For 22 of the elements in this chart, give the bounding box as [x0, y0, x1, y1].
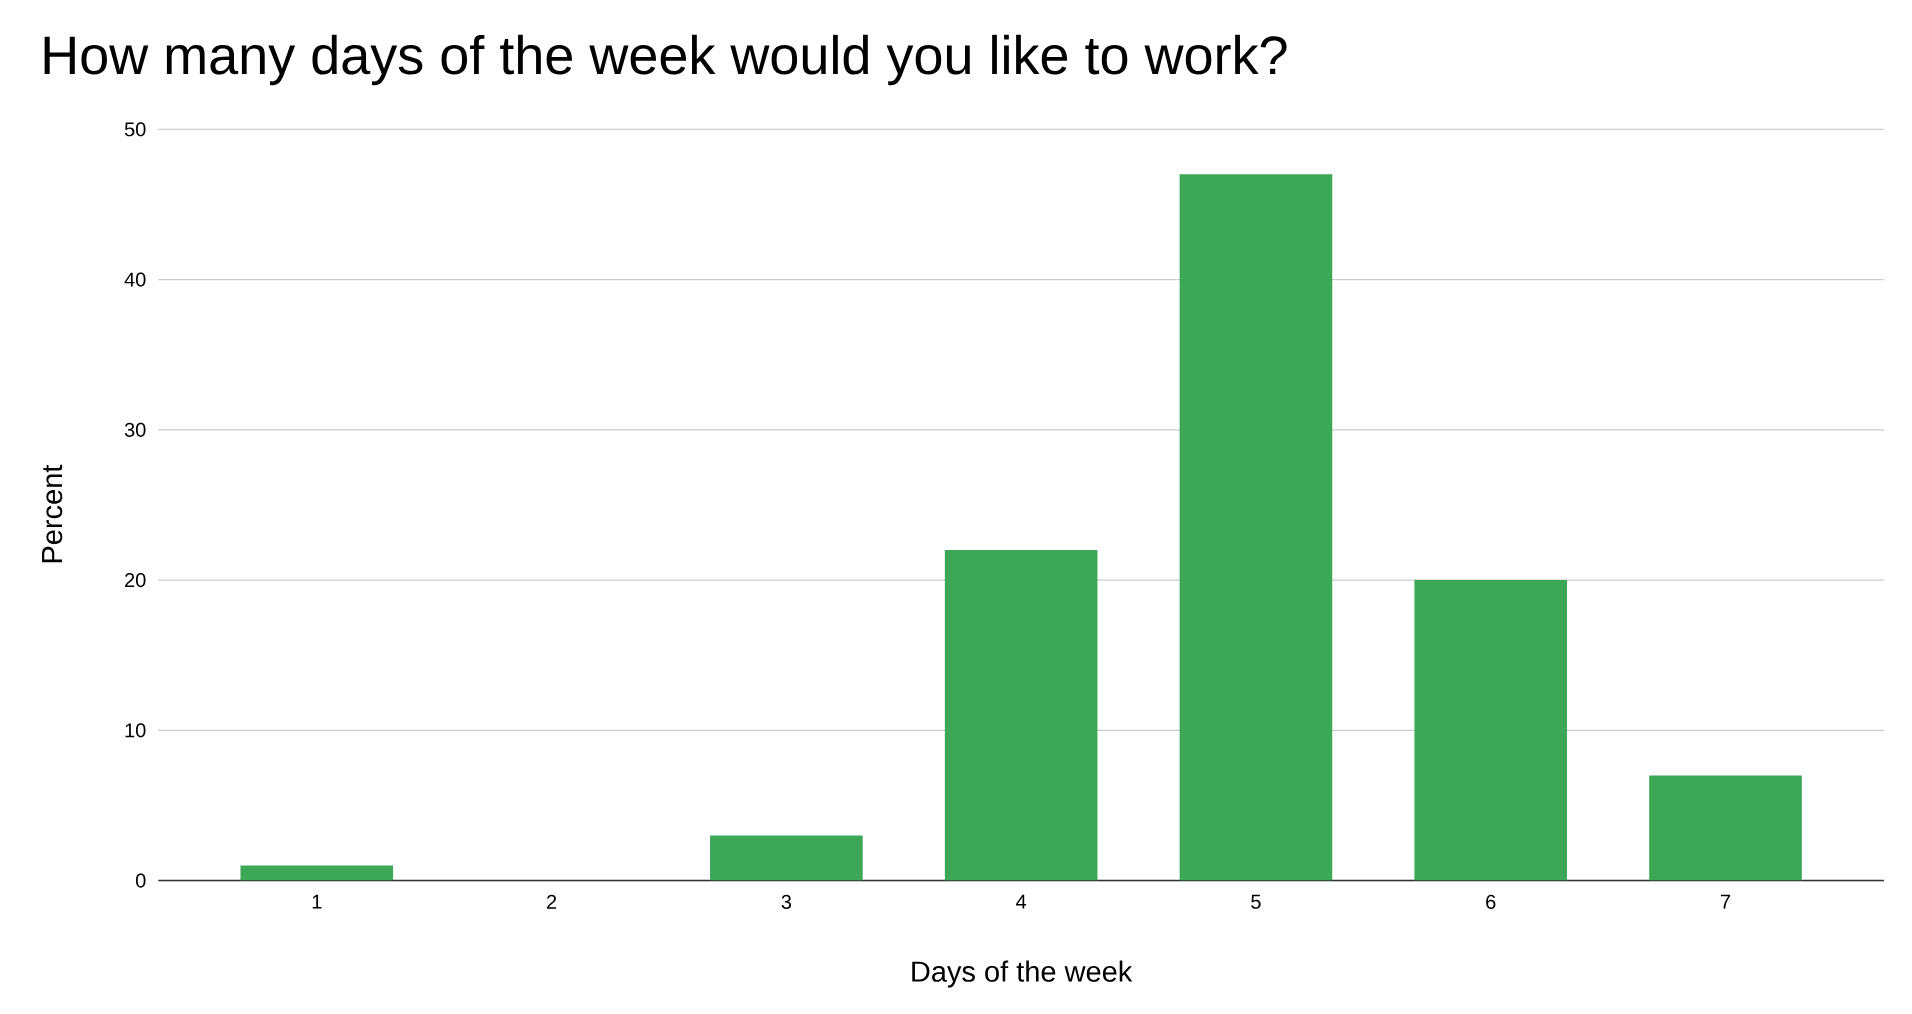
y-tick-label: 10 [125, 723, 146, 738]
x-tick-label: 3 [781, 894, 792, 909]
y-tick-label: 30 [124, 422, 146, 437]
x-tick-label: 4 [1016, 894, 1027, 909]
y-tick-label: 20 [125, 572, 146, 588]
y-axis-title: Percent [42, 464, 63, 563]
y-tick-label: 50 [124, 122, 146, 137]
bar [710, 835, 863, 881]
x-tick-label: 2 [547, 894, 557, 909]
bar [1649, 775, 1802, 881]
x-tick-label: 6 [1486, 894, 1496, 909]
bar [240, 865, 394, 881]
x-tick-label: 1 [312, 894, 322, 909]
bar [944, 550, 1098, 881]
y-tick-label: 0 [135, 873, 146, 888]
chart-title: How many days of the week would you like to work? [44, 34, 1287, 86]
y-tick-label: 40 [124, 272, 146, 287]
x-axis-title: Days of the week [912, 960, 1133, 988]
bar [1179, 174, 1333, 881]
x-tick-label: 5 [1251, 894, 1261, 909]
x-tick-label: 7 [1720, 894, 1731, 909]
bar [1414, 580, 1568, 881]
